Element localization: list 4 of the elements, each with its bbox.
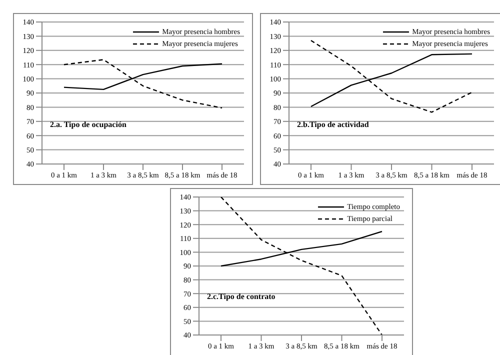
text: 2.c.Tipo de contrato: [207, 292, 276, 302]
text: 2.a. Tipo de ocupación: [50, 120, 126, 129]
line-series: [63, 59, 223, 109]
text: 2.b.Tipo de actividad: [297, 120, 369, 129]
